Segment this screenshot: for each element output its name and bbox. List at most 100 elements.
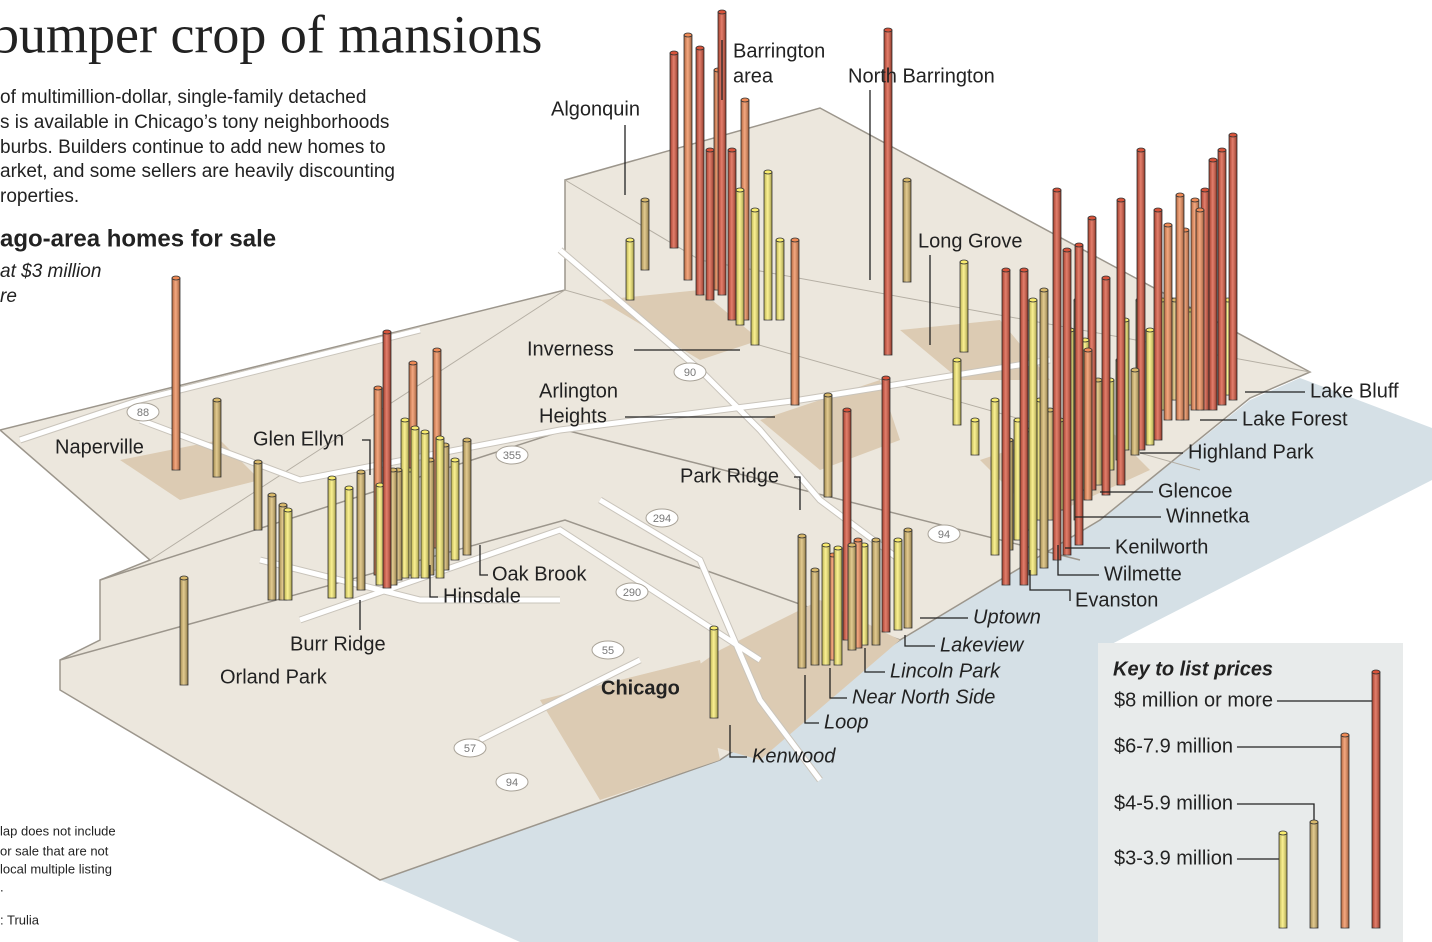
bar-top <box>1209 158 1217 162</box>
bar-top <box>1191 198 1199 202</box>
note-line: or sale that are not <box>0 843 109 858</box>
bar-top <box>1154 208 1162 212</box>
bar-top <box>1196 208 1204 212</box>
bar-shade <box>776 240 784 320</box>
chart-subtitle: at $3 million <box>0 261 101 282</box>
bar-shade <box>791 240 799 405</box>
place-label: Park Ridge <box>680 465 779 487</box>
bar-shade <box>1040 290 1048 568</box>
title: bumper crop of mansions <box>0 4 542 64</box>
bar-shade <box>421 432 429 578</box>
place-label: Glencoe <box>1158 480 1233 502</box>
bar-shade <box>1209 160 1217 410</box>
place-label: Lincoln Park <box>890 660 1001 682</box>
bar-top <box>1201 188 1209 192</box>
note-line: . <box>0 879 4 894</box>
chart-title: ago-area homes for sale <box>0 225 276 252</box>
place-label: Algonquin <box>551 98 640 120</box>
bar-top <box>268 493 276 497</box>
bar-shade <box>1075 245 1083 545</box>
bar-shade <box>798 536 806 668</box>
bar-shade <box>764 172 772 320</box>
bar-top <box>811 568 819 572</box>
bar-shade <box>1020 270 1028 585</box>
bar-top <box>1279 831 1287 835</box>
bar-top <box>751 208 759 212</box>
bar-shade <box>706 150 714 300</box>
bar-top <box>882 376 890 380</box>
place-label: Kenilworth <box>1115 536 1208 558</box>
place-label: Lake Forest <box>1242 408 1348 430</box>
bar-shade <box>684 35 692 280</box>
highway-number: 55 <box>602 645 614 657</box>
bar-shade <box>751 210 759 345</box>
place-label: Inverness <box>527 338 614 360</box>
bar-top <box>670 51 678 55</box>
bar-top <box>872 538 880 542</box>
bar-top <box>843 408 851 412</box>
bar-top <box>834 546 842 550</box>
bar-shade <box>626 240 634 300</box>
bar-shade <box>436 438 444 578</box>
bar-top <box>1002 268 1010 272</box>
bar-top <box>626 238 634 242</box>
bar-top <box>894 538 902 542</box>
place-label: Loop <box>824 711 869 733</box>
bar-top <box>1053 188 1061 192</box>
bar-top <box>1341 733 1349 737</box>
bar-shade <box>1084 350 1092 500</box>
bar-top <box>718 10 726 14</box>
place-label: Winnetka <box>1166 505 1250 527</box>
place-label: Kenwood <box>752 745 836 767</box>
bar-top <box>1029 298 1037 302</box>
place-label: Wilmette <box>1104 563 1182 585</box>
intro-line: of multimillion-dollar, single-family de… <box>0 87 366 108</box>
highway-number: 290 <box>623 587 641 599</box>
bar-shade <box>1131 370 1139 455</box>
bar-shade <box>180 578 188 685</box>
bar-shade <box>728 150 736 320</box>
bar-shade <box>1102 278 1110 495</box>
bar-top <box>798 534 806 538</box>
bar-shade <box>1341 735 1349 928</box>
place-label: Uptown <box>973 606 1041 628</box>
bar-shade <box>872 540 880 645</box>
bar-shade <box>1117 200 1125 485</box>
bar-top <box>436 436 444 440</box>
bar-top <box>463 438 471 442</box>
bar-shade <box>357 472 365 590</box>
place-label: Evanston <box>1075 589 1158 611</box>
bar-shade <box>383 332 391 588</box>
bar-shade <box>1164 225 1172 420</box>
place-label: Arlington <box>539 380 618 402</box>
bar-top <box>710 626 718 630</box>
intro-line: s is available in Chicago’s tony neighbo… <box>0 112 389 133</box>
bar-top <box>409 361 417 365</box>
bar-top <box>953 358 961 362</box>
bar-shade <box>345 488 353 598</box>
bar-shade <box>1154 210 1162 440</box>
bar-top <box>1075 243 1083 247</box>
bar-shade <box>1218 150 1226 405</box>
bar-shade <box>953 360 961 425</box>
bar-top <box>374 386 382 390</box>
key: Key to list prices $8 million or more$6-… <box>1098 643 1403 942</box>
bar-shade <box>710 628 718 718</box>
bar-top <box>421 430 429 434</box>
bar-top <box>903 178 911 182</box>
place-label: Highland Park <box>1188 441 1315 463</box>
bar-top <box>1040 288 1048 292</box>
bar-shade <box>1279 833 1287 928</box>
place-label: Burr Ridge <box>290 633 386 655</box>
bar-top <box>1020 268 1028 272</box>
bar-top <box>1088 216 1096 220</box>
bar-shade <box>411 428 419 578</box>
place-label: Lake Bluff <box>1310 380 1399 402</box>
bar-shade <box>284 510 292 600</box>
chart-subtitle: re <box>0 286 17 307</box>
bar-top <box>696 46 704 50</box>
bar-shade <box>641 200 649 270</box>
intro-line: roperties. <box>0 186 79 207</box>
bar-top <box>1131 368 1139 372</box>
bar-top <box>1310 820 1318 824</box>
